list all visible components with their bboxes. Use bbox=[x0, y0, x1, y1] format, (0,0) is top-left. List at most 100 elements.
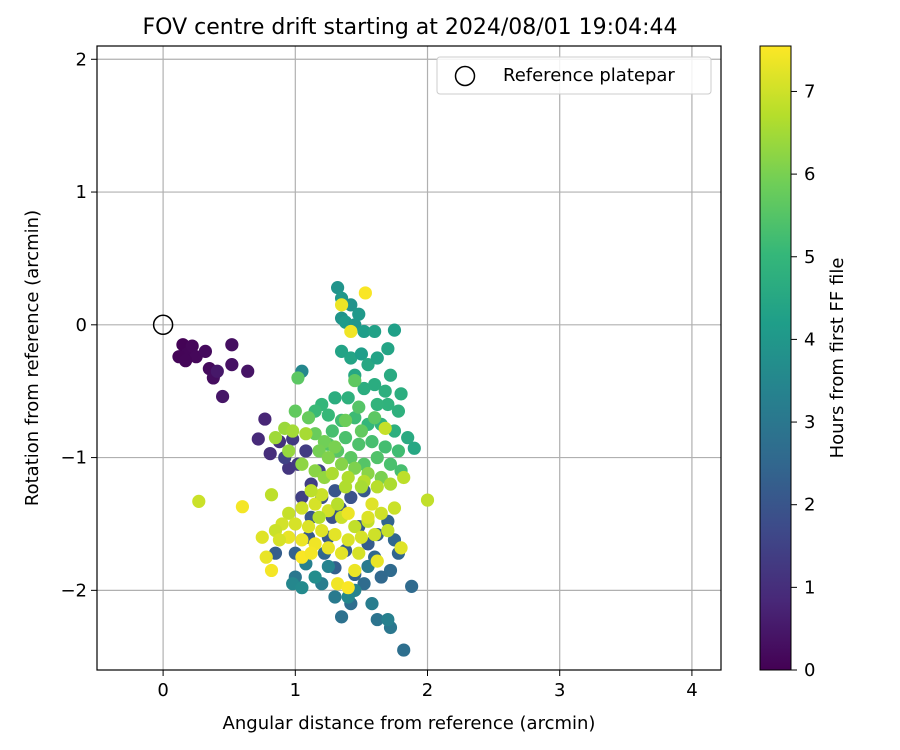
data-point bbox=[334, 298, 349, 312]
data-point bbox=[334, 457, 349, 471]
data-point bbox=[387, 323, 402, 337]
data-point bbox=[321, 541, 335, 555]
data-point bbox=[308, 570, 322, 584]
colorbar-tick-label: 1 bbox=[804, 577, 815, 598]
data-point bbox=[405, 579, 419, 593]
data-point bbox=[394, 541, 408, 555]
data-point bbox=[357, 577, 371, 591]
data-point bbox=[241, 364, 255, 378]
data-point bbox=[344, 450, 358, 465]
data-point bbox=[328, 590, 342, 604]
data-point bbox=[344, 351, 358, 365]
data-point bbox=[361, 510, 375, 524]
data-point bbox=[325, 424, 339, 438]
data-point bbox=[291, 371, 305, 385]
data-point bbox=[295, 457, 309, 471]
data-point bbox=[328, 484, 342, 498]
data-point bbox=[331, 497, 345, 511]
data-point bbox=[381, 342, 395, 356]
x-axis-label: Angular distance from reference (arcmin) bbox=[223, 713, 596, 734]
data-point bbox=[344, 298, 358, 312]
data-point bbox=[282, 444, 296, 458]
y-tick-label: −2 bbox=[60, 580, 87, 601]
data-point bbox=[198, 344, 213, 358]
data-point bbox=[378, 440, 392, 454]
data-point bbox=[301, 520, 316, 534]
data-point bbox=[308, 427, 322, 441]
data-point bbox=[352, 400, 366, 414]
legend-label-reference-platepar: Reference platepar bbox=[503, 65, 675, 86]
data-point bbox=[255, 530, 269, 544]
data-point bbox=[325, 466, 339, 481]
data-point bbox=[370, 554, 384, 568]
data-point bbox=[178, 354, 193, 368]
data-point bbox=[383, 477, 398, 491]
data-points bbox=[172, 281, 435, 657]
data-point bbox=[312, 444, 326, 458]
data-point bbox=[344, 490, 358, 505]
data-point bbox=[370, 612, 384, 627]
data-point bbox=[334, 344, 349, 358]
data-point bbox=[282, 506, 296, 520]
data-point bbox=[295, 533, 309, 547]
data-point bbox=[225, 338, 239, 352]
data-point bbox=[381, 397, 395, 412]
data-point bbox=[341, 533, 355, 547]
legend-marker-open-circle bbox=[454, 65, 476, 87]
data-point bbox=[368, 527, 382, 542]
data-point bbox=[370, 351, 384, 365]
x-tick-label: 4 bbox=[686, 680, 697, 701]
data-point bbox=[288, 517, 302, 531]
data-point bbox=[308, 464, 322, 478]
data-point bbox=[397, 643, 411, 657]
colorbar bbox=[759, 45, 792, 671]
data-point bbox=[368, 377, 382, 392]
data-point bbox=[301, 411, 316, 425]
data-point bbox=[348, 461, 362, 475]
data-point bbox=[401, 431, 415, 445]
data-point bbox=[361, 358, 375, 372]
data-point bbox=[358, 286, 372, 300]
data-point bbox=[391, 444, 406, 458]
data-point bbox=[334, 546, 349, 560]
chart-title: FOV centre drift starting at 2024/08/01 … bbox=[143, 15, 678, 40]
colorbar-tick-label: 3 bbox=[804, 412, 815, 433]
x-tick-label: 0 bbox=[157, 680, 168, 701]
data-point bbox=[304, 484, 318, 498]
data-point bbox=[354, 480, 369, 494]
data-point bbox=[315, 488, 329, 502]
data-point bbox=[374, 570, 388, 584]
data-point bbox=[370, 397, 384, 412]
data-point bbox=[357, 324, 371, 339]
data-point bbox=[288, 404, 302, 418]
data-point bbox=[357, 381, 371, 396]
data-point bbox=[365, 435, 379, 449]
data-point bbox=[383, 368, 398, 382]
x-tick-label: 3 bbox=[554, 680, 565, 701]
data-point bbox=[368, 324, 382, 339]
data-point bbox=[185, 339, 199, 353]
data-point bbox=[338, 413, 353, 427]
data-point bbox=[210, 364, 224, 378]
data-point bbox=[321, 559, 335, 574]
data-point bbox=[407, 441, 421, 455]
data-point bbox=[394, 387, 408, 401]
x-axis-ticks: 0 1 2 3 4 bbox=[157, 670, 698, 701]
data-point bbox=[315, 523, 329, 538]
data-point bbox=[321, 408, 335, 422]
data-point bbox=[235, 500, 250, 514]
data-point bbox=[334, 610, 349, 624]
data-point bbox=[397, 470, 411, 485]
data-point bbox=[354, 347, 369, 361]
data-point bbox=[331, 577, 345, 591]
data-point bbox=[387, 501, 402, 515]
data-point bbox=[295, 501, 309, 515]
data-point bbox=[352, 307, 366, 321]
data-point bbox=[304, 546, 318, 560]
data-point bbox=[264, 563, 279, 578]
data-point bbox=[341, 391, 355, 405]
data-point bbox=[264, 488, 279, 502]
data-point bbox=[352, 546, 366, 560]
data-point bbox=[348, 563, 362, 578]
data-point bbox=[420, 493, 435, 507]
